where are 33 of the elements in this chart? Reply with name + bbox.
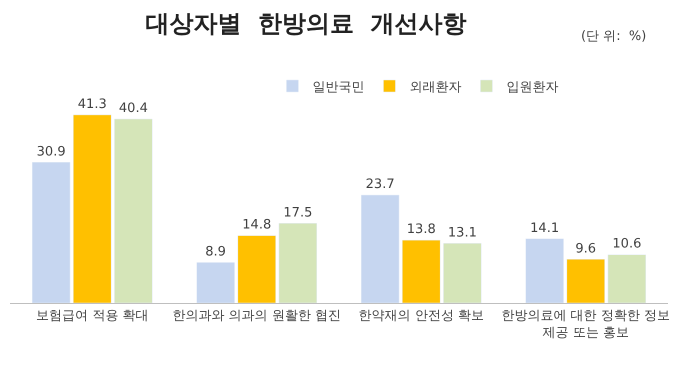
x-tick-label: 보험급여 적용 확대 (36, 308, 148, 324)
data-label: 30.9 (36, 144, 66, 160)
chart-title: 대상자별 한방의료 개선사항 (145, 10, 467, 38)
text: (단 위: %) (581, 29, 646, 44)
bar (238, 235, 276, 303)
data-label: 14.1 (530, 220, 560, 236)
data-label: 14.8 (242, 218, 272, 233)
data-label: 9.6 (575, 241, 596, 256)
data-label: 13.8 (406, 222, 436, 238)
bar (32, 162, 70, 303)
bar (278, 223, 318, 303)
data-label: 40.4 (118, 101, 148, 116)
bar (360, 194, 400, 303)
legend-label: 일반국민 (312, 80, 364, 96)
data-label: 23.7 (366, 177, 395, 192)
bar (443, 243, 482, 303)
bar (402, 240, 440, 303)
bar (608, 254, 646, 303)
x-tick-label: 한의과와 의과의 원활한 협진 (172, 308, 341, 324)
x-tick-label: 한방의료에 대한 정확한 정보 제공 또는 홍보 (502, 308, 670, 340)
data-label: 8.9 (205, 244, 226, 260)
bar (196, 262, 235, 303)
data-label: 17.5 (283, 205, 312, 220)
x-tick-label: 한약재의 안전성 확보 (358, 308, 484, 324)
data-label: 41.3 (78, 96, 107, 112)
bar (525, 238, 564, 303)
data-label: 13.1 (448, 225, 477, 240)
data-label: 10.6 (612, 236, 642, 252)
bar (566, 259, 605, 303)
bar (73, 114, 112, 303)
bar (114, 118, 153, 303)
legend-label: 외래환자 (409, 80, 462, 96)
legend-label: 입원환자 (506, 80, 558, 96)
